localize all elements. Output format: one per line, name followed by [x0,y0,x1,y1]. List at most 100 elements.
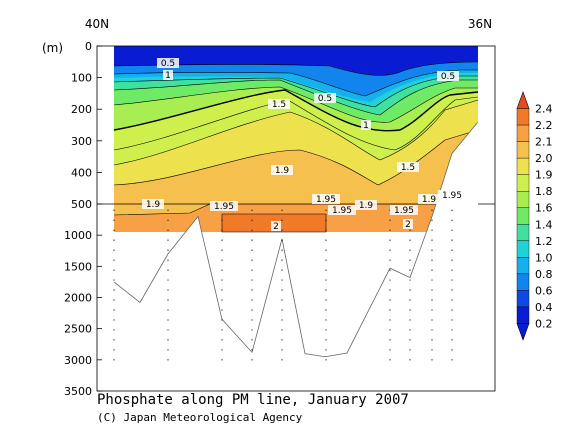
colorbar-top-arrow [516,91,530,109]
sample-dot [451,219,453,221]
sample-dot [167,289,169,291]
contour-label: 0.5 [318,94,332,104]
sample-dot [221,289,223,291]
contour-label-box [397,162,419,172]
sample-dot [251,269,253,271]
contour-label-box [390,205,418,215]
sample-dot [451,229,453,231]
sample-dot [281,219,283,221]
sample-dot [431,359,433,361]
colorbar-swatch [516,157,530,175]
contour-label-box [142,199,164,209]
sample-dot [389,279,391,281]
sample-dot [251,309,253,311]
sample-dot [281,229,283,231]
contour-label: 1.95 [332,206,352,216]
sea-floor-profile [113,121,479,391]
sample-dot [221,319,223,321]
y-tick-label: 100 [71,72,92,85]
sample-dot [451,349,453,351]
sample-dot [389,259,391,261]
sample-dot [325,289,327,291]
sample-dot [167,339,169,341]
sample-dot [389,299,391,301]
contour-label-box [271,221,281,231]
contour-label: 1.9 [422,195,437,205]
contour-label: 1.95 [394,206,414,216]
sample-dot [251,289,253,291]
sample-dot [325,299,327,301]
contour-label: 1.5 [401,163,415,173]
colorbar-label: 2.0 [535,152,553,165]
sample-dot [113,339,115,341]
sample-dot [221,259,223,261]
sample-dot [167,229,169,231]
y-tick-label: 2500 [64,323,92,336]
sample-dot [389,329,391,331]
sample-dot [221,279,223,281]
sample-dot [251,319,253,321]
colorbar-label: 1.2 [535,235,553,248]
y-tick-label: 400 [71,166,92,179]
sample-dot [409,229,411,231]
sample-dot [409,339,411,341]
sample-dot [113,309,115,311]
colorbar-swatch [516,141,530,159]
contour-label: 1.95 [442,191,462,201]
sample-dot [221,359,223,361]
sample-dot [221,309,223,311]
y-tick-label: 500 [71,198,92,211]
colorbar-label: 0.6 [535,284,553,297]
sample-dot [167,249,169,251]
y-tick-label: 2000 [64,292,92,305]
sample-dot [451,259,453,261]
colorbar-label: 0.8 [535,268,553,281]
sample-dot [431,239,433,241]
sea-floor-line [113,121,479,358]
sample-dot [409,349,411,351]
colorbar-label: 1.4 [535,218,553,231]
sample-dot [451,239,453,241]
sample-dot [221,219,223,221]
sample-dot [389,349,391,351]
sample-dot [281,259,283,261]
sample-dot [451,319,453,321]
sample-dot [409,359,411,361]
sample-dot [251,239,253,241]
sample-dot [281,239,283,241]
sample-dot [281,319,283,321]
contour-label-box [314,93,336,103]
sample-dot [281,339,283,341]
sample-dot [113,249,115,251]
sample-dot [325,349,327,351]
sample-dot [281,299,283,301]
sample-dot [251,339,253,341]
contour-label: 1.9 [146,200,161,210]
sample-dot [167,299,169,301]
sample-dot [113,299,115,301]
sample-dot [281,209,283,211]
sample-dot [325,319,327,321]
contour-label-box [271,165,293,175]
contour-label-box [210,201,238,211]
contour-label-box [403,219,413,229]
sample-dot [409,259,411,261]
sample-dot [409,319,411,321]
sample-dot [451,359,453,361]
sample-dot [113,269,115,271]
sample-dot [325,329,327,331]
sample-dot [325,359,327,361]
sample-dot [325,309,327,311]
sample-dot [389,239,391,241]
sample-dot [389,249,391,251]
sample-dot [451,279,453,281]
sample-dot [167,209,169,211]
sample-dot [167,239,169,241]
sample-dot [251,259,253,261]
sample-dot [325,229,327,231]
colorbar-label: 2.4 [535,103,553,116]
sample-dot [451,269,453,271]
y-tick-label: 1000 [64,229,92,242]
sample-dot [251,219,253,221]
contour-label-box [157,58,179,68]
